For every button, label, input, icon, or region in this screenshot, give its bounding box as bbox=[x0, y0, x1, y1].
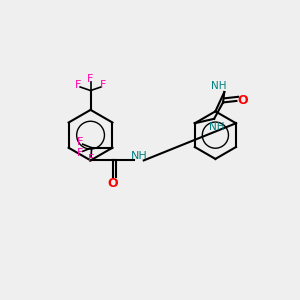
Text: O: O bbox=[107, 177, 118, 190]
Text: NH: NH bbox=[209, 122, 225, 132]
Text: NH: NH bbox=[211, 80, 227, 91]
Text: F: F bbox=[87, 74, 94, 84]
Text: NH: NH bbox=[131, 151, 148, 161]
Text: F: F bbox=[100, 80, 106, 90]
Text: F: F bbox=[77, 148, 83, 158]
Text: O: O bbox=[238, 94, 248, 107]
Text: F: F bbox=[75, 80, 81, 90]
Text: F: F bbox=[88, 154, 94, 164]
Text: F: F bbox=[77, 137, 83, 147]
